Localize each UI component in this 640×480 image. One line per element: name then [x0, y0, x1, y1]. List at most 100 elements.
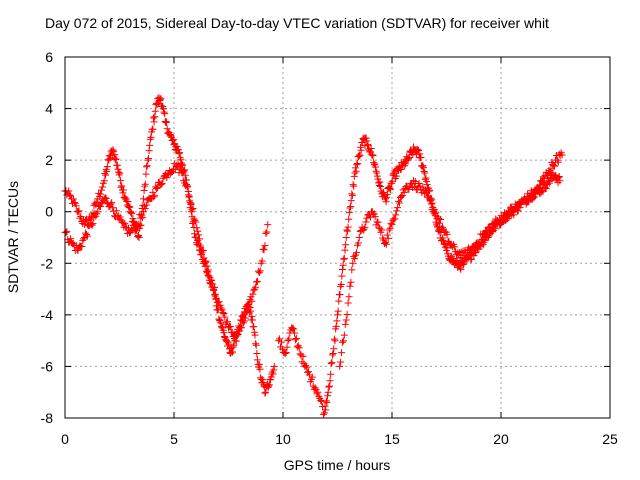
data-point [555, 172, 563, 180]
data-point [124, 198, 132, 206]
data-point [210, 286, 218, 294]
y-tick-label: 6 [45, 49, 53, 65]
data-point [472, 249, 480, 257]
data-point [161, 110, 169, 118]
data-point [349, 259, 357, 267]
x-tick-label: 15 [384, 431, 400, 447]
data-point [139, 195, 147, 203]
data-point [428, 199, 436, 207]
data-point [290, 325, 298, 333]
data-point [376, 182, 384, 190]
data-point [383, 231, 391, 239]
data-point [160, 108, 168, 116]
data-point [210, 291, 218, 299]
data-point [224, 318, 232, 326]
data-point [251, 285, 259, 293]
data-point [66, 191, 74, 199]
data-point [103, 163, 111, 171]
data-point [151, 113, 159, 121]
data-point [141, 182, 149, 190]
data-point [215, 315, 223, 323]
data-point [326, 377, 334, 385]
data-point [97, 186, 105, 194]
data-point [74, 208, 82, 216]
data-point [157, 94, 165, 102]
data-point [466, 251, 474, 259]
data-point [348, 190, 356, 198]
data-point [173, 143, 181, 151]
data-point [339, 337, 347, 345]
data-point [381, 239, 389, 247]
data-point [423, 177, 431, 185]
data-point [144, 156, 152, 164]
data-point [293, 343, 301, 351]
data-point [382, 198, 390, 206]
y-axis-label: SDTVAR / TECUs [5, 181, 21, 293]
data-point [285, 335, 293, 343]
data-point [146, 141, 154, 149]
data-point [422, 187, 430, 195]
data-point [368, 151, 376, 159]
data-point [176, 164, 184, 172]
data-point [336, 362, 344, 370]
data-point [151, 192, 159, 200]
data-point [100, 177, 108, 185]
data-point [420, 168, 428, 176]
data-point [330, 335, 338, 343]
data-point [270, 362, 278, 370]
data-point [63, 228, 71, 236]
data-point [149, 125, 157, 133]
data-point [205, 272, 213, 280]
data-point [229, 348, 237, 356]
data-point [427, 200, 435, 208]
data-point [265, 382, 273, 390]
data-point [352, 249, 360, 257]
data-point [504, 214, 512, 222]
data-point [371, 163, 379, 171]
data-point [509, 207, 517, 215]
data-point [554, 179, 562, 187]
data-point [118, 182, 126, 190]
data-point [263, 228, 271, 236]
data-point [106, 155, 114, 163]
data-point [253, 356, 261, 364]
data-point [386, 224, 394, 232]
data-point [291, 329, 299, 337]
data-point [157, 180, 165, 188]
data-point [320, 409, 328, 417]
data-point [264, 221, 272, 229]
data-point [392, 211, 400, 219]
data-point [220, 310, 228, 318]
x-tick-label: 25 [602, 431, 618, 447]
plot-frame [64, 56, 611, 419]
data-point [344, 299, 352, 307]
data-point [163, 174, 171, 182]
data-point [219, 309, 227, 317]
data-point [284, 337, 292, 345]
data-point [142, 170, 150, 178]
data-point [536, 181, 544, 189]
data-point [80, 235, 88, 243]
data-point [194, 227, 202, 235]
data-point [241, 314, 249, 322]
data-point [131, 227, 139, 235]
data-point [127, 209, 135, 217]
data-point [115, 171, 123, 179]
y-tick-label: -4 [41, 307, 54, 323]
x-tick-label: 0 [61, 431, 69, 447]
data-point [385, 226, 393, 234]
data-point [372, 167, 380, 175]
data-point [177, 156, 185, 164]
data-point [523, 198, 531, 206]
x-axis-label: GPS time / hours [284, 457, 391, 473]
data-point [346, 282, 354, 290]
data-point [193, 224, 201, 232]
data-point [324, 392, 332, 400]
data-point [334, 307, 342, 315]
data-point [303, 363, 311, 371]
data-point [395, 199, 403, 207]
data-point [101, 194, 109, 202]
data-point [230, 341, 238, 349]
data-point [355, 153, 363, 161]
data-point [261, 389, 269, 397]
